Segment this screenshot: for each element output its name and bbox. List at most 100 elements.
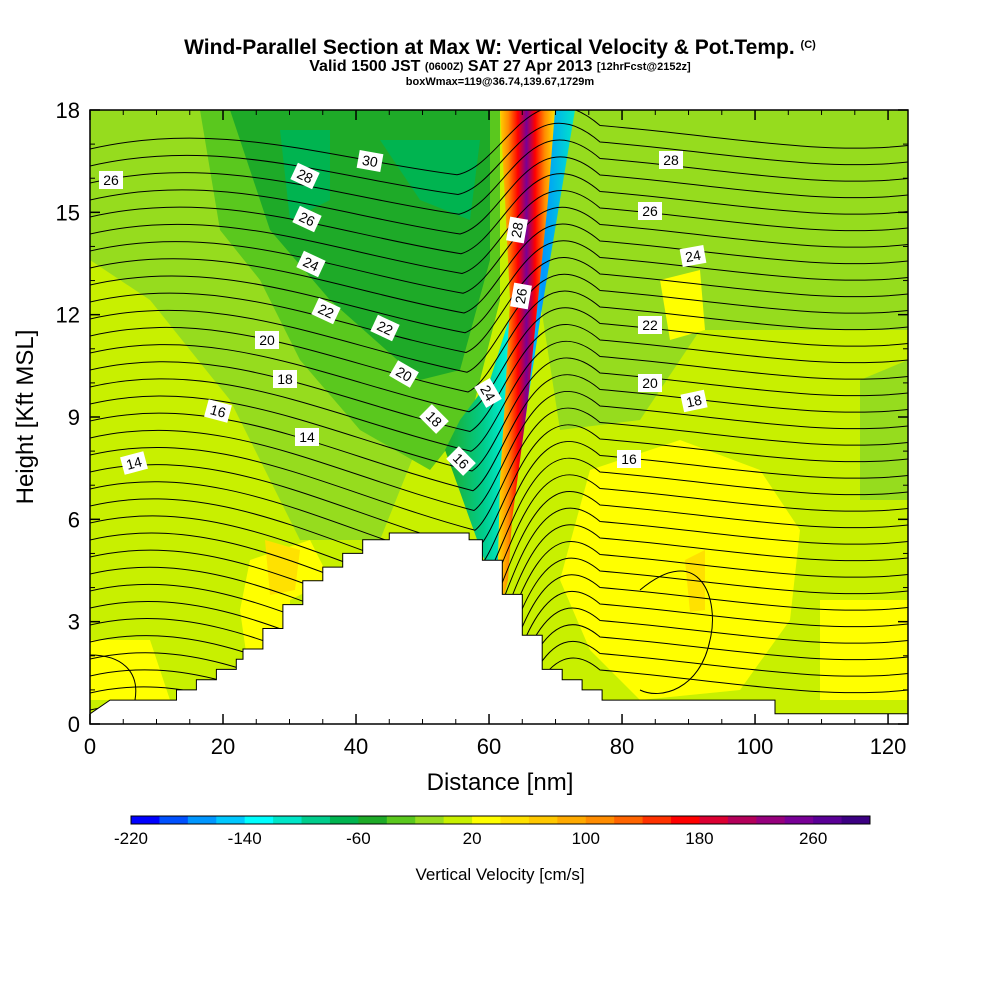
isentrope-label: 22 (316, 300, 337, 321)
isentrope-line (90, 156, 908, 235)
chart-subtitle: Valid 1500 JST (0600Z) SAT 27 Apr 2013 [… (309, 58, 691, 75)
colorbar-swatch (528, 816, 558, 824)
colorbar-tick-label: -60 (346, 829, 371, 848)
colorbar-swatch (699, 816, 729, 824)
isentrope-line (90, 173, 908, 255)
colorbar-swatch (301, 816, 331, 824)
y-axis-label: Height [Kft MSL] (12, 330, 39, 505)
y-tick-label: 6 (68, 507, 80, 532)
colorbar-swatch (187, 816, 217, 824)
isentrope-label: 30 (361, 152, 379, 170)
colorbar-ticks: -220 -140 -60 20 100 180 260 (114, 829, 827, 848)
isentrope-line (90, 657, 908, 724)
isentrope-label: 28 (508, 221, 526, 239)
isentrope-label: 20 (642, 375, 658, 391)
colorbar-swatch (557, 816, 587, 824)
isentrope-line (90, 474, 908, 610)
colorbar-swatch (244, 816, 274, 824)
isentrope-label: 26 (297, 208, 318, 229)
isentrope-label: 16 (208, 401, 227, 421)
x-tick-label: 100 (737, 734, 774, 759)
colorbar-swatch (443, 816, 473, 824)
y-tick-label: 3 (68, 610, 80, 635)
colorbar-swatch (614, 816, 644, 824)
isentrope-line (90, 440, 908, 571)
colorbar-tick-label: 260 (799, 829, 827, 848)
x-axis-label: Distance [nm] (427, 769, 574, 796)
colorbar-swatch (329, 816, 359, 824)
y-tick-label: 9 (68, 405, 80, 430)
colorbar-swatch (500, 816, 530, 824)
isentrope-label: 24 (477, 382, 499, 404)
y-axis: 0 3 6 9 12 15 18 (56, 98, 908, 737)
colorbar-swatch (585, 816, 615, 824)
colorbar-swatch (131, 816, 160, 824)
isentrope-label: 26 (103, 172, 119, 188)
colorbar-swatch (415, 816, 445, 824)
colorbar-frame (130, 815, 871, 825)
isentrope-line (90, 507, 908, 650)
isentrope-label: 16 (621, 451, 637, 467)
isentrope-line (90, 273, 908, 373)
colorbar-swatch (159, 816, 189, 824)
isentrope-line (90, 324, 908, 433)
isentrope-line (90, 357, 908, 472)
colorbar-swatch (784, 816, 814, 824)
isentrope-label: 20 (259, 332, 275, 348)
colorbar-tick-label: 20 (463, 829, 482, 848)
isentrope-label: 14 (124, 453, 143, 473)
isentrope-line (90, 110, 908, 176)
isentrope-line (90, 240, 908, 334)
isentrope-line (90, 491, 908, 630)
colorbar-swatch (813, 816, 843, 824)
isentrope-label: 24 (684, 247, 702, 265)
y-tick-label: 18 (56, 98, 80, 123)
x-tick-label: 60 (477, 734, 501, 759)
chart-title: Wind-Parallel Section at Max W: Vertical… (184, 36, 816, 59)
isentrope-line (90, 424, 908, 551)
y-tick-label: 12 (56, 303, 80, 328)
colorbar-tick-label: 100 (572, 829, 600, 848)
colorbar-swatch (756, 816, 786, 824)
isentrope-line (90, 457, 908, 591)
isentrope-label: 20 (393, 363, 415, 385)
colorbar-tick-label: 180 (685, 829, 713, 848)
isentrope-label: 24 (301, 253, 322, 274)
colorbar-swatch (386, 816, 416, 824)
isentrope-line (90, 374, 908, 492)
isentrope-line (90, 654, 137, 701)
x-tick-label: 20 (211, 734, 235, 759)
isentrope-line (639, 570, 713, 694)
isentrope-label: 26 (512, 287, 530, 305)
colorbar-label: Vertical Velocity [cm/s] (415, 865, 584, 884)
colorbar-tick-label: -220 (114, 829, 148, 848)
isentrope-line (90, 139, 908, 215)
isentrope-label: 22 (375, 317, 396, 338)
colorbar-swatch (642, 816, 672, 824)
x-tick-label: 120 (870, 734, 907, 759)
isentrope-label: 28 (295, 165, 316, 186)
y-tick-label: 0 (68, 712, 80, 737)
isentrope-label: 22 (642, 317, 658, 333)
isentrope-label: 18 (277, 371, 293, 387)
isentrope-labels: 26 28 30 26 24 22 22 20 20 18 16 18 14 1… (99, 150, 708, 476)
isentrope-line (90, 340, 908, 452)
colorbar-swatch (727, 816, 757, 824)
isentrope-label: 28 (663, 152, 679, 168)
x-tick-label: 80 (610, 734, 634, 759)
isentrope-line (90, 407, 908, 531)
isentrope-label: 14 (299, 429, 315, 445)
box-info: boxWmax=119@36.74,139.67,1729m (405, 76, 595, 88)
colorbar-swatch (273, 816, 303, 824)
colorbar-swatch (841, 816, 871, 824)
colorbar-swatch (472, 816, 501, 824)
colorbar (130, 815, 871, 825)
colorbar-swatch (216, 816, 246, 824)
isentrope-line (90, 524, 908, 670)
colorbar-tick-label: -140 (228, 829, 262, 848)
colorbar-swatch (358, 816, 388, 824)
isentrope-label: 26 (642, 203, 658, 219)
colorbar-swatch (671, 816, 700, 824)
isentrope-line (90, 223, 908, 314)
